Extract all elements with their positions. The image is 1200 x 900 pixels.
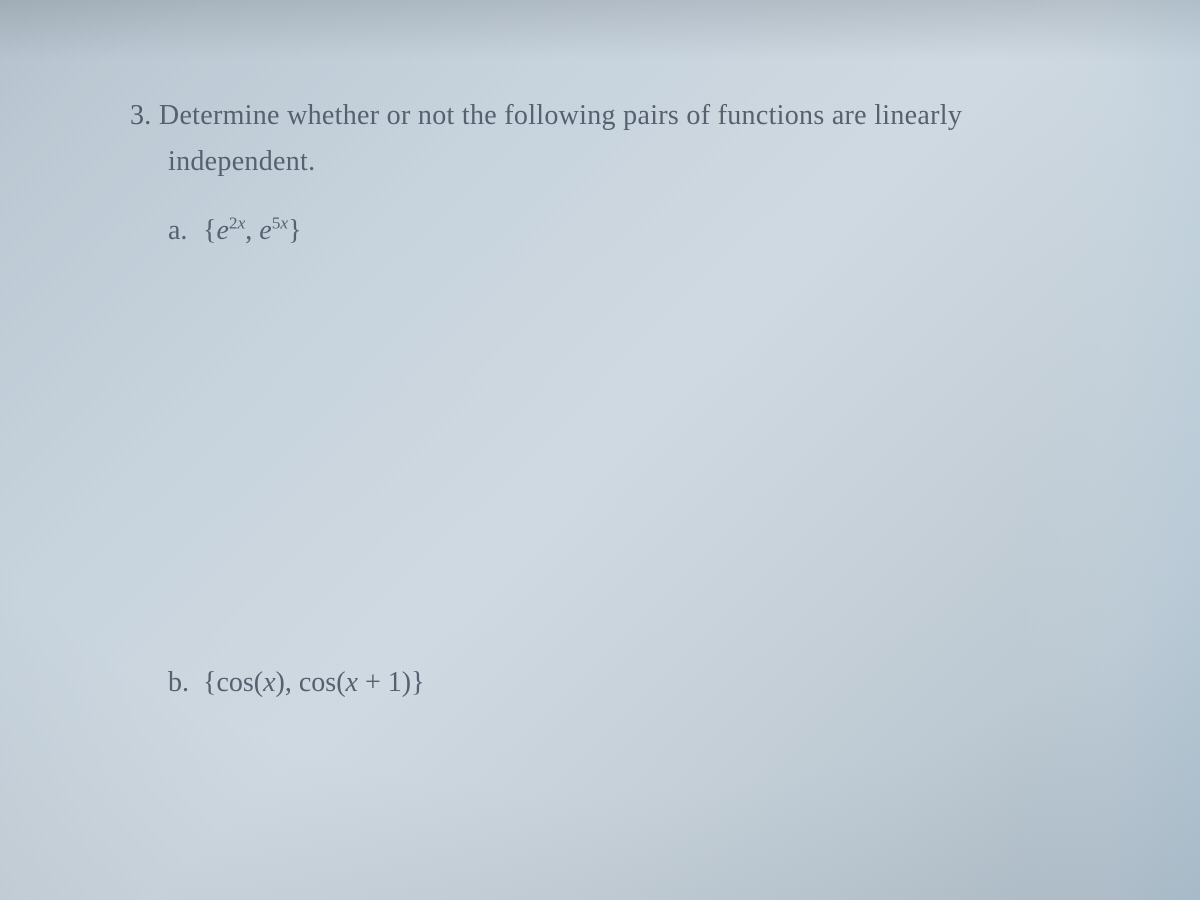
fn1-exp-coef: 2 [229, 214, 238, 233]
fn2-exponent: 5x [272, 214, 288, 233]
close-brace: } [288, 215, 301, 246]
fn1-cos: cos( [216, 667, 263, 698]
fn2-cos: cos( [299, 667, 346, 698]
problem-text-1: Determine whether or not the following p… [159, 100, 962, 131]
part-a: a. {e2x, e5x} [168, 215, 1120, 247]
part-a-label: a. [168, 215, 196, 247]
fn1-base: e [216, 215, 228, 246]
comma: , [245, 215, 259, 246]
fn1-var: x [263, 667, 275, 698]
document-content: 3. Determine whether or not the followin… [130, 95, 1120, 699]
open-brace-b: { [203, 667, 216, 698]
open-brace: { [203, 215, 216, 246]
problem-number: 3. [130, 100, 152, 131]
problem-statement-line2: independent. [168, 141, 1120, 183]
part-b-label: b. [168, 667, 196, 699]
part-b-expression: {cos(x), cos(x + 1)} [203, 667, 425, 698]
part-b: b. {cos(x), cos(x + 1)} [168, 667, 1120, 699]
problem-text-2: independent. [168, 146, 315, 177]
fn2-base: e [259, 215, 271, 246]
problem-statement-line1: 3. Determine whether or not the followin… [130, 95, 1120, 137]
fn2-exp-var: x [280, 214, 288, 233]
fn1-exponent: 2x [229, 214, 245, 233]
close-brace-b: } [411, 667, 424, 698]
fn2-plus-close: + 1) [358, 667, 411, 698]
fn1-close: ) [276, 667, 285, 698]
top-shadow-overlay [0, 0, 1200, 60]
part-a-expression: {e2x, e5x} [203, 215, 302, 246]
comma-b: , [285, 667, 299, 698]
fn2-var: x [346, 667, 358, 698]
